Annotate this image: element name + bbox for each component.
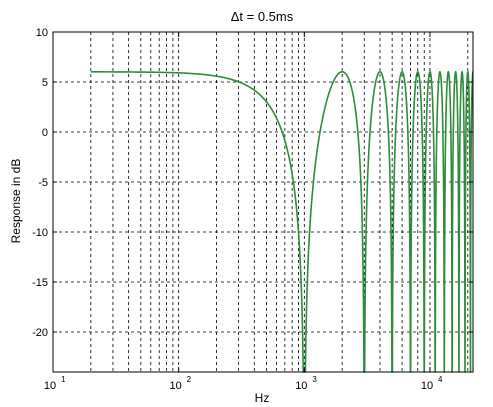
series-group [90,70,474,373]
y-tick-label: -20 [32,327,48,339]
x-tick-exponent: 2 [187,375,192,384]
y-tick-label: -10 [32,227,48,239]
x-tick-exponent: 1 [61,375,66,384]
chart-title: Δt = 0.5ms [231,9,294,24]
grid [53,32,473,372]
y-axis-label: Response in dB [9,159,23,244]
x-tick-label: 10 [44,380,56,392]
x-axis-ticks: 10 1 10 2 10 3 10 4 [44,32,443,392]
x-tick-exponent: 4 [438,375,443,384]
x-tick-label: 10 [295,380,307,392]
y-tick-label: 0 [42,127,48,139]
series-line [90,70,474,373]
y-axis-ticks: 10 5 0 -5 -10 -15 -20 [32,27,473,339]
x-tick-label: 10 [421,380,433,392]
y-tick-label: -15 [32,277,48,289]
x-tick-label: 10 [170,380,182,392]
x-axis-label: Hz [255,391,270,405]
y-tick-label: -5 [38,177,48,189]
x-tick-exponent: 3 [312,375,317,384]
plot-frame [52,31,474,373]
y-tick-label: 5 [42,77,48,89]
y-tick-label: 10 [36,27,48,39]
